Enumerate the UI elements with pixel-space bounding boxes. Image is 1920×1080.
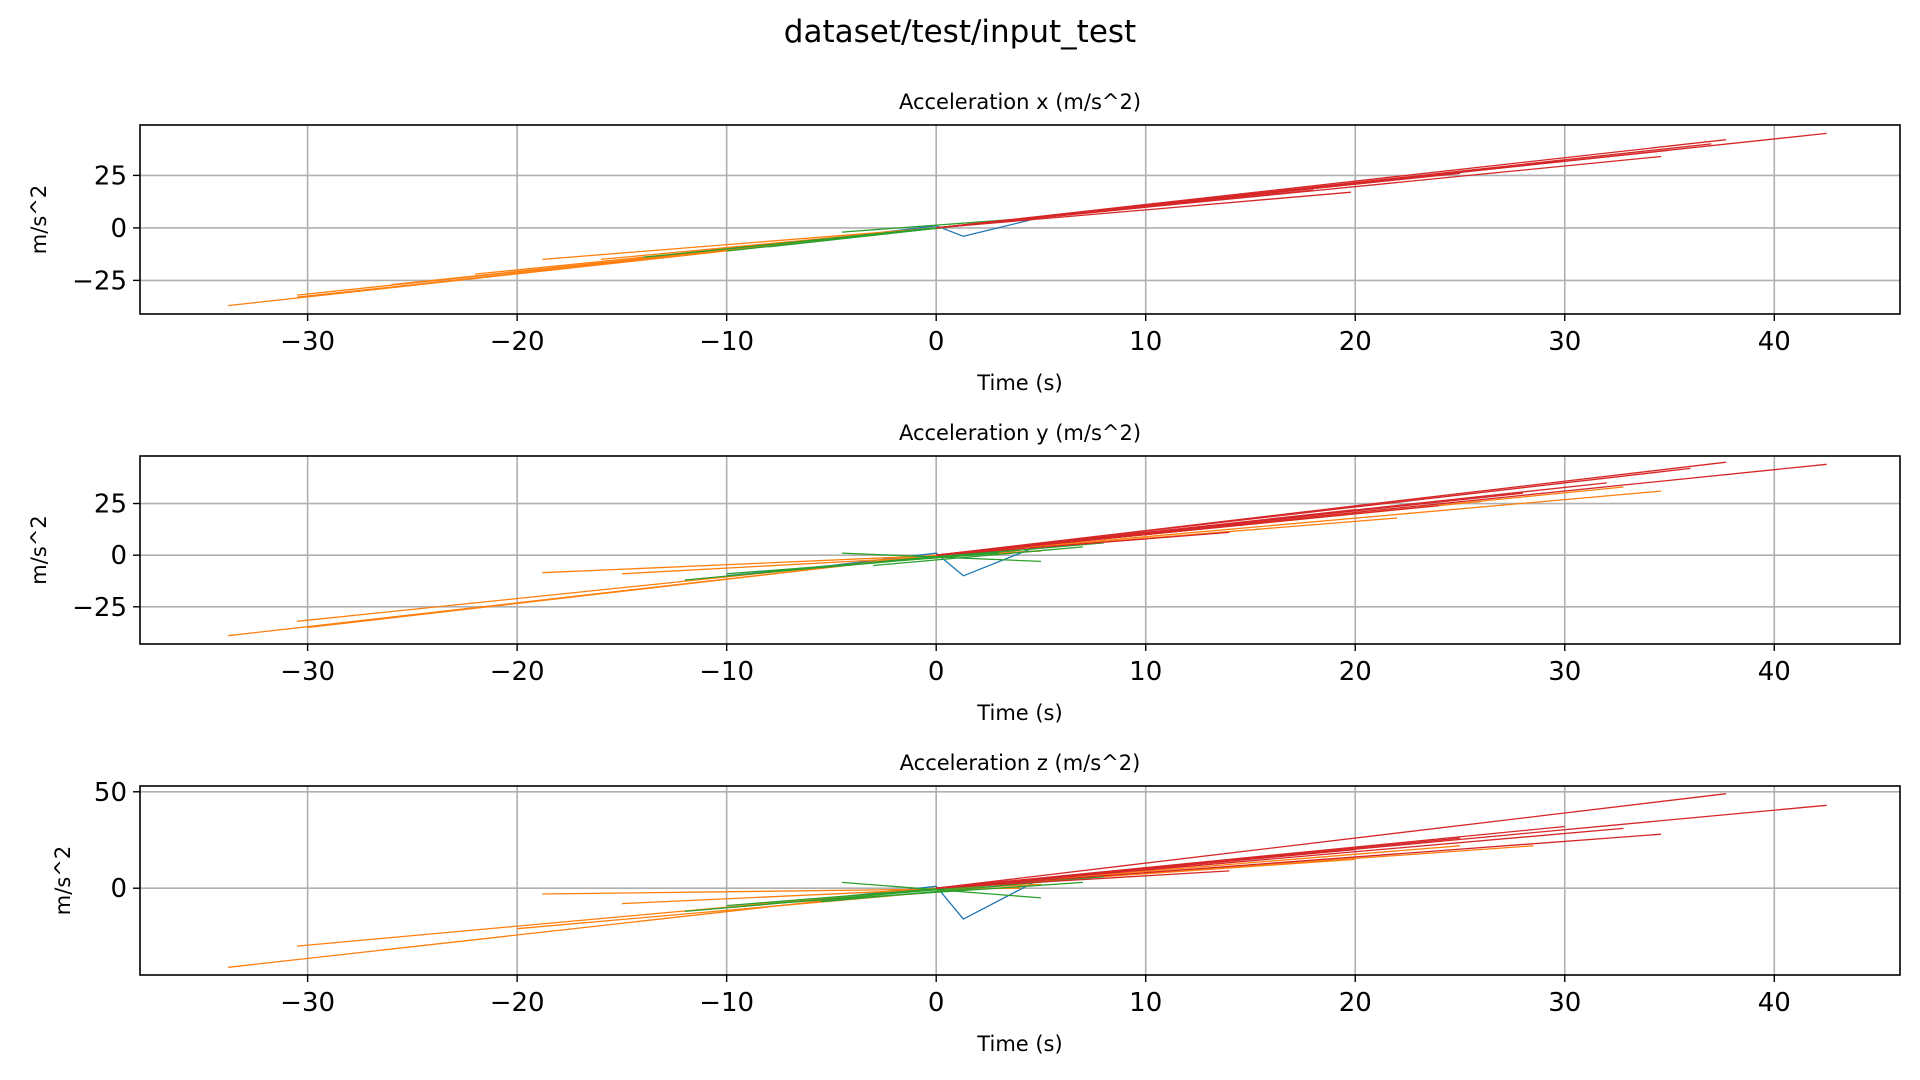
series-group xyxy=(227,132,1827,307)
subplot-3: −30 −20 −10 0 10 20 30 40 0 50 Acceleration z (m/s… xyxy=(51,751,1901,1056)
x-tick-label: 40 xyxy=(1758,988,1791,1018)
x-tick-label: 30 xyxy=(1548,327,1581,357)
x-tick-label: 0 xyxy=(928,327,945,357)
series-line-red xyxy=(936,467,1691,556)
x-axis-label: Time (s) xyxy=(976,1032,1062,1056)
axes-frame xyxy=(139,124,1901,315)
x-tick-label: −30 xyxy=(280,657,335,687)
x-tick-label: −30 xyxy=(280,988,335,1018)
subplot-title: Acceleration x (m/s^2) xyxy=(899,90,1141,114)
series-line-red xyxy=(936,191,1352,229)
x-tick-label: 0 xyxy=(928,988,945,1018)
x-tick-label: −20 xyxy=(490,988,545,1018)
subplot-title: Acceleration y (m/s^2) xyxy=(899,421,1141,445)
series-line-orange xyxy=(227,887,937,968)
x-tick-label: 40 xyxy=(1758,657,1791,687)
y-tick-label: 25 xyxy=(94,161,127,191)
x-tick-label: −20 xyxy=(490,327,545,357)
series-line-orange xyxy=(621,883,1042,905)
y-tick-label: −25 xyxy=(72,593,127,623)
subplot-title: Acceleration z (m/s^2) xyxy=(900,751,1141,775)
series-group xyxy=(227,793,1827,968)
subplot-2: −30 −20 −10 0 10 20 30 40 −25 0 25 Acceleration y (… xyxy=(27,421,1901,725)
y-tick-label: 0 xyxy=(110,874,127,904)
series-line-red xyxy=(936,872,1104,889)
x-tick-label: −30 xyxy=(280,327,335,357)
y-tick-label: 0 xyxy=(110,541,127,571)
series-line-green xyxy=(684,883,1000,913)
x-tick-label: 10 xyxy=(1129,657,1162,687)
x-tick-label: 40 xyxy=(1758,327,1791,357)
x-tick-label: −10 xyxy=(699,327,754,357)
series-line-red xyxy=(936,531,1230,556)
y-tick-label: −25 xyxy=(72,266,127,296)
axes-frame xyxy=(139,785,1901,976)
x-tick-label: 30 xyxy=(1548,988,1581,1018)
y-tick-label: 25 xyxy=(94,490,127,520)
axes-frame xyxy=(139,455,1901,645)
series-line-red xyxy=(936,509,1356,556)
x-tick-label: 30 xyxy=(1548,657,1581,687)
x-tick-label: −10 xyxy=(699,657,754,687)
series-line-green xyxy=(820,542,1104,569)
series-line-green xyxy=(841,881,1042,899)
subplot-1: −30 −20 −10 0 10 20 30 40 −25 0 25 Acceleration x (… xyxy=(27,90,1901,395)
y-tick-label: 0 xyxy=(110,214,127,244)
series-line-green xyxy=(873,546,1083,567)
x-tick-label: 20 xyxy=(1339,327,1372,357)
y-axis-label: m/s^2 xyxy=(27,185,51,254)
x-axis-label: Time (s) xyxy=(976,371,1062,395)
series-line-red xyxy=(936,537,1104,556)
series-line-orange xyxy=(542,227,937,261)
series-line-red xyxy=(936,833,1662,889)
x-tick-label: 20 xyxy=(1339,988,1372,1018)
y-axis-label: m/s^2 xyxy=(51,846,75,915)
series-line-green xyxy=(642,225,958,258)
x-axis-label: Time (s) xyxy=(976,701,1062,725)
series-line-green xyxy=(768,548,1021,573)
figure-title: dataset/test/input_test xyxy=(783,14,1137,50)
x-tick-label: 20 xyxy=(1339,657,1372,687)
x-tick-label: −10 xyxy=(699,988,754,1018)
series-line-orange xyxy=(936,490,1662,556)
x-tick-label: 10 xyxy=(1129,327,1162,357)
series-line-red xyxy=(936,870,1230,889)
series-group xyxy=(227,461,1827,637)
y-tick-label: 50 xyxy=(94,778,127,808)
x-tick-label: 10 xyxy=(1129,988,1162,1018)
x-tick-label: −20 xyxy=(490,657,545,687)
x-tick-label: 0 xyxy=(928,657,945,687)
y-axis-label: m/s^2 xyxy=(27,515,51,584)
series-line-red xyxy=(936,197,1230,229)
series-line-red xyxy=(936,793,1727,889)
